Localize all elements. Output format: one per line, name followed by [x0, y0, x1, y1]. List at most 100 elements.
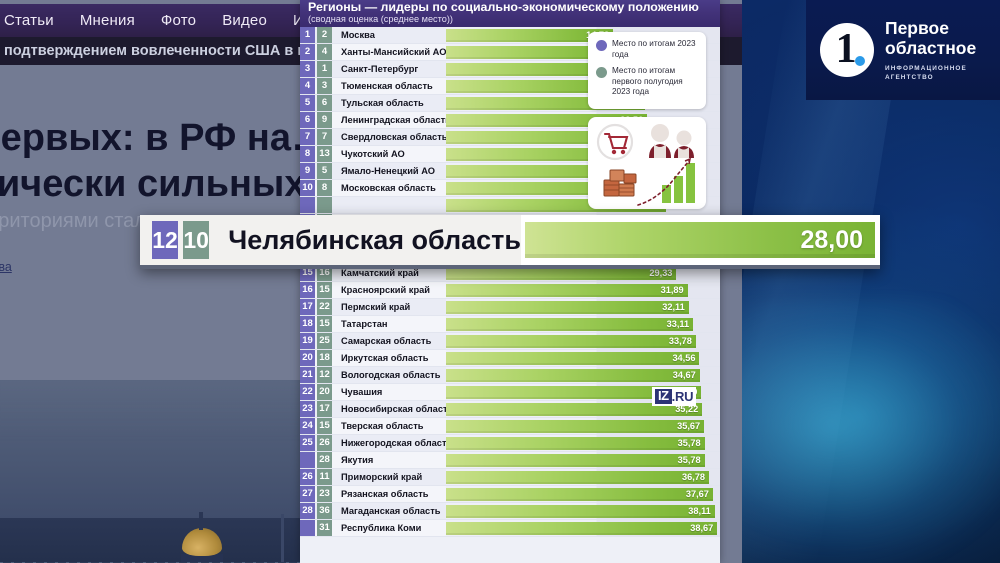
- region-name: Чукотский АО: [341, 149, 405, 159]
- value-label: 34,56: [672, 353, 696, 363]
- rank-h1-2023-badge: 31: [317, 520, 332, 536]
- region-name: Тюменская область: [341, 81, 433, 91]
- photo-cathedral-drum: [181, 554, 223, 563]
- magnifier-region-name: Челябинская область: [228, 224, 521, 255]
- table-row: 17 22 Пермский край 32,11: [300, 299, 720, 316]
- table-row: 27 23 Рязанская область 37,67: [300, 486, 720, 503]
- broadcaster-tagline: ИНФОРМАЦИОННОЕ АГЕНТСТВО: [885, 64, 967, 81]
- article-photo-saint-petersburg: [0, 380, 310, 563]
- headline-line-2: …омически сильных: [0, 163, 306, 206]
- poster-header: Регионы — лидеры по социально-экономичес…: [300, 0, 720, 27]
- rank-2023-badge: 10: [300, 180, 315, 196]
- rank-2023-badge: 8: [300, 146, 315, 162]
- logo-numeral-one: 1: [835, 26, 857, 73]
- value-bar: 35,22: [446, 402, 703, 416]
- table-row: 24 15 Тверская область 35,67: [300, 418, 720, 435]
- money-stacks-icon: [603, 169, 637, 197]
- nav-item-photo[interactable]: Фото: [160, 12, 197, 29]
- rank-h1-2023-badge: 2: [317, 27, 332, 43]
- value-label: 35,78: [677, 438, 701, 448]
- value-bar: 35,67: [446, 419, 705, 433]
- table-row: 15 16 Камчатский край 29,33: [300, 265, 720, 282]
- broadcaster-name-block: Первое областное ИНФОРМАЦИОННОЕ АГЕНТСТВО: [885, 18, 976, 82]
- table-row: 18 15 Татарстан 33,11: [300, 316, 720, 333]
- rank-h1-2023-badge: 22: [317, 299, 332, 315]
- rank-h1-2023-badge: [317, 197, 332, 213]
- region-name: Новосибирская область: [341, 404, 446, 414]
- table-row: 16 15 Красноярский край 31,89: [300, 282, 720, 299]
- legend-entry-2023: Место по итогам 2023 года: [596, 39, 699, 60]
- magnifier-overlay: 12 10 Челябинская область 28,00: [140, 215, 880, 269]
- iz-mark-icon: IZ: [655, 388, 672, 404]
- region-name: Самарская область: [341, 336, 432, 346]
- value-label: 34,67: [672, 370, 696, 380]
- legend-dot-icon-h1-2023: [596, 67, 607, 78]
- region-name: Ямало-Ненецкий АО: [341, 166, 436, 176]
- bar-track: 34,67: [446, 367, 720, 383]
- shopping-cart-icon: [603, 132, 629, 150]
- value-label: 38,11: [688, 506, 711, 516]
- rank-2023-badge: [300, 197, 315, 213]
- rank-2023-badge: 2: [300, 44, 315, 60]
- rank-h1-2023-badge: 20: [317, 384, 332, 400]
- rank-2023-badge: 19: [300, 333, 315, 349]
- value-label: 35,67: [677, 421, 701, 431]
- bar-track: 33,11: [446, 316, 720, 332]
- rank-h1-2023-badge: 7: [317, 129, 332, 145]
- region-name: Тульская область: [341, 98, 424, 108]
- region-name: Рязанская область: [341, 489, 429, 499]
- rank-2023-badge: 17: [300, 299, 315, 315]
- rank-2023-badge: 21: [300, 367, 315, 383]
- magnifier-bar-panel: 28,00: [521, 215, 880, 265]
- region-name: Красноярский край: [341, 285, 431, 295]
- rank-h1-2023-badge: 6: [317, 95, 332, 111]
- magnifier-label-panel: 12 10 Челябинская область: [140, 215, 521, 265]
- rank-2023-badge: 28: [300, 503, 315, 519]
- rank-2023-badge: [300, 452, 315, 468]
- value-bar: 38,11: [446, 504, 715, 518]
- nav-item-articles[interactable]: Статьи: [4, 12, 54, 29]
- photo-skyline: [0, 518, 310, 563]
- value-label: 35,22: [675, 404, 699, 414]
- value-label: 32,11: [662, 302, 685, 312]
- table-row: 20 18 Иркутская область 34,56: [300, 350, 720, 367]
- table-row: 31 Республика Коми 38,67: [300, 520, 720, 537]
- growth-chart-icon: [637, 157, 695, 206]
- cart-wheel-right-icon: [620, 149, 626, 155]
- table-row: 2220Чувашия35,00: [300, 384, 720, 401]
- region-name: Вологодская область: [341, 370, 441, 380]
- article-headline: …е первых: в РФ на… …омически сильных: [0, 115, 468, 208]
- people-icon: [649, 124, 694, 158]
- poster-body: 12Москва14,7824Ханты-Мансийский АО17,893…: [300, 27, 720, 563]
- rank-2023-badge: 4: [300, 78, 315, 94]
- poster-title: Регионы — лидеры по социально-экономичес…: [308, 0, 699, 14]
- region-name: Москва: [341, 30, 375, 40]
- nav-item-opinions[interactable]: Мнения: [79, 12, 135, 29]
- rank-2023-badge: 9: [300, 163, 315, 179]
- rank-2023-badge: 7: [300, 129, 315, 145]
- region-name: Татарстан: [341, 319, 388, 329]
- region-name: Иркутская область: [341, 353, 429, 363]
- region-name: Ленинградская область: [341, 115, 446, 125]
- rank-2023-badge: 1: [300, 27, 315, 43]
- bar-track: 32,11: [446, 299, 720, 315]
- value-label: 38,67: [690, 523, 714, 533]
- region-name: Санкт-Петербург: [341, 64, 419, 74]
- rank-h1-2023-badge: 8: [317, 180, 332, 196]
- rank-h1-2023-badge: 15: [317, 316, 332, 332]
- rank-h1-2023-badge: 16: [317, 265, 332, 281]
- magnifier-rank-2023-badge: 12: [152, 221, 179, 259]
- bar-track: 38,67: [446, 520, 720, 536]
- rank-h1-2023-badge: 36: [317, 503, 332, 519]
- bar-track: 34,56: [446, 350, 720, 366]
- value-bar: 36,78: [446, 470, 710, 484]
- logo-blue-dot-icon: [855, 56, 865, 66]
- region-name: Камчатский край: [341, 268, 419, 278]
- rank-2023-badge: 5: [300, 95, 315, 111]
- nav-item-video[interactable]: Видео: [222, 12, 268, 29]
- article-byline-link[interactable]: …ашлыкова: [0, 260, 12, 274]
- value-bar: 38,67: [446, 521, 718, 535]
- value-label: 33,78: [668, 336, 692, 346]
- rank-2023-badge: 26: [300, 469, 315, 485]
- photo-cathedral-dome: [182, 528, 222, 556]
